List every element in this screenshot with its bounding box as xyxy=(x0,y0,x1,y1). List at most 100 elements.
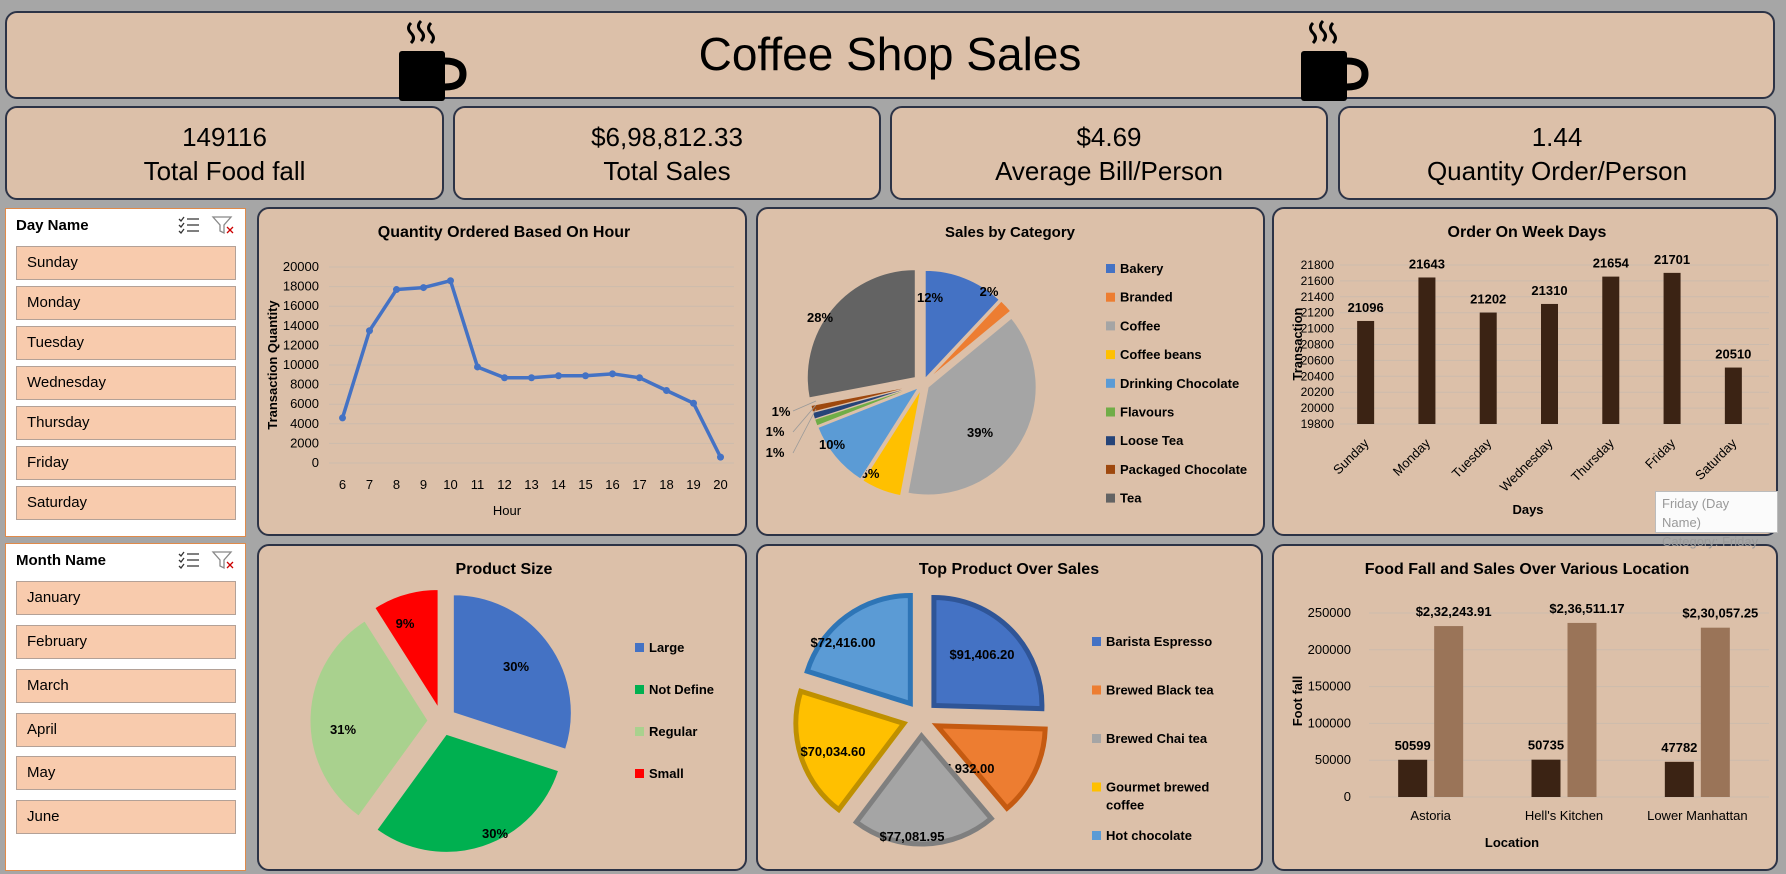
legend-label: Coffee xyxy=(1120,318,1160,333)
x-tick-label: Astoria xyxy=(1410,808,1451,823)
x-tick-label: Lower Manhattan xyxy=(1647,808,1747,823)
pie-slice xyxy=(931,594,1045,712)
leader-line xyxy=(792,400,817,412)
slicer-item-friday[interactable]: Friday xyxy=(16,446,236,480)
slicer-item-wednesday[interactable]: Wednesday xyxy=(16,366,236,400)
data-label: $77,081.95 xyxy=(879,829,944,844)
slicer-item-february[interactable]: February xyxy=(16,625,236,659)
pie-slice xyxy=(924,269,1000,380)
bar xyxy=(1434,626,1464,797)
slicer-item-april[interactable]: April xyxy=(16,713,236,747)
bar xyxy=(1479,312,1497,424)
slicer-item-saturday[interactable]: Saturday xyxy=(16,486,236,520)
data-label: 21202 xyxy=(1470,292,1506,307)
x-tick-label: Hell's Kitchen xyxy=(1525,808,1603,823)
y-tick-label: 21600 xyxy=(1301,274,1335,288)
x-tick-label: Thursday xyxy=(1568,435,1617,484)
leader-line xyxy=(792,408,817,454)
legend-label: Brewed Chai tea xyxy=(1106,731,1208,746)
slicer-item-january[interactable]: January xyxy=(16,581,236,615)
x-tick-label: 10 xyxy=(443,477,457,492)
bar xyxy=(1398,759,1428,797)
location-bar-chart[interactable]: Food Fall and Sales Over Various Locatio… xyxy=(1272,544,1778,871)
pie-slice xyxy=(817,386,920,480)
legend-label: Bakery xyxy=(1120,261,1164,276)
data-point xyxy=(717,453,724,461)
slicer-item-may[interactable]: May xyxy=(16,756,236,790)
x-tick-label: Friday xyxy=(1642,435,1678,471)
slicer-item-sunday[interactable]: Sunday xyxy=(16,246,236,280)
size-pie-chart[interactable]: Product Size 30% 30% 31% 9% Large Not Define Re… xyxy=(257,544,747,871)
y-tick-label: 4000 xyxy=(290,416,319,431)
x-axis-label: Days xyxy=(1512,502,1543,517)
month-name-slicer: Month Name January February March April … xyxy=(5,543,246,871)
chart-title: Sales by Category xyxy=(945,224,1076,241)
legend-label: Brewed Black tea xyxy=(1106,683,1214,698)
slicer-item-monday[interactable]: Monday xyxy=(16,286,236,320)
slicer-item-march[interactable]: March xyxy=(16,669,236,703)
data-point xyxy=(447,277,454,285)
product-pie-chart[interactable]: Top Product Over Sales $91,406.20 $47,932.… xyxy=(756,544,1263,871)
slicer-item-thursday[interactable]: Thursday xyxy=(16,406,236,440)
weekday-bar-chart[interactable]: Order On Week Days 19800 20000 20200 20400 20… xyxy=(1272,207,1778,536)
leader-line xyxy=(792,404,817,433)
kpi-value: 1.44 xyxy=(1531,122,1583,152)
legend-label: Regular xyxy=(649,724,697,739)
data-label: 9% xyxy=(396,616,415,631)
kpi-value: 149116 xyxy=(182,122,267,152)
data-point xyxy=(528,374,535,382)
data-label: 1% xyxy=(766,445,785,460)
pie-slice xyxy=(852,731,995,847)
legend-swatch xyxy=(1106,407,1115,417)
bar xyxy=(1541,303,1558,424)
legend-swatch xyxy=(1106,264,1115,273)
chart-title: Order On Week Days xyxy=(1448,224,1607,241)
legend-swatch xyxy=(1092,734,1101,743)
multi-select-icon[interactable] xyxy=(178,216,199,234)
chart-title: Top Product Over Sales xyxy=(919,561,1099,578)
y-tick-label: 20000 xyxy=(1301,401,1335,415)
x-tick-label: 9 xyxy=(420,477,427,492)
legend-label: Loose Tea xyxy=(1120,433,1184,448)
legend-swatch xyxy=(635,769,644,778)
data-label: 21654 xyxy=(1593,256,1630,271)
y-tick-label: 6000 xyxy=(290,396,319,411)
bar xyxy=(1357,320,1375,424)
pie-slice xyxy=(376,733,560,853)
chart-svg: Top Product Over Sales$91,406.20$47,932.… xyxy=(793,561,1214,847)
day-name-slicer: Day Name Sunday Monday Tuesday Wednesday… xyxy=(5,208,246,537)
slicer-item-june[interactable]: June xyxy=(16,800,236,834)
data-label: 21096 xyxy=(1348,300,1384,315)
data-label: 31% xyxy=(330,722,356,737)
legend-label: Branded xyxy=(1120,290,1173,305)
x-tick-label: 7 xyxy=(366,477,373,492)
kpi-average-bill: $4.69 Average Bill/Person xyxy=(890,106,1328,200)
legend-swatch xyxy=(635,643,644,652)
legend-swatch xyxy=(1106,493,1115,503)
legend-label: Packaged Chocolate xyxy=(1120,462,1247,477)
pie-slice xyxy=(931,723,1048,812)
y-tick-label: 20600 xyxy=(1301,353,1335,367)
chart-tooltip: Friday (Day Name) Category: Friday xyxy=(1655,491,1778,549)
y-tick-label: 19800 xyxy=(1301,417,1335,431)
chart-svg: Order On Week Days 19800 20000 20200 20400 20… xyxy=(1290,224,1769,517)
y-tick-label: 20000 xyxy=(283,259,319,274)
slicer-title: Month Name xyxy=(16,552,106,569)
pie-slice xyxy=(452,594,572,750)
clear-filter-icon[interactable] xyxy=(211,216,234,235)
y-tick-label: 21000 xyxy=(1301,322,1335,336)
y-axis-label: Foot fall xyxy=(1290,676,1305,727)
data-point xyxy=(663,386,670,394)
multi-select-icon[interactable] xyxy=(178,551,199,569)
slicer-item-tuesday[interactable]: Tuesday xyxy=(16,326,236,360)
clear-filter-icon[interactable] xyxy=(211,551,234,570)
pie-slice xyxy=(804,592,913,707)
kpi-quantity-per-person: 1.44 Quantity Order/Person xyxy=(1338,106,1776,200)
hour-line-chart[interactable]: Quantity Ordered Based On Hour 0 2000 4000 6… xyxy=(257,207,747,536)
kpi-label: Total Food fall xyxy=(143,156,306,186)
y-tick-label: 2000 xyxy=(290,435,319,450)
category-pie-chart[interactable]: Sales by Category 12% 2% 39% 6% 10% 1% 1% 1% 28% B… xyxy=(756,207,1265,536)
x-tick-label: 11 xyxy=(471,477,485,492)
legend-swatch xyxy=(1106,292,1115,302)
